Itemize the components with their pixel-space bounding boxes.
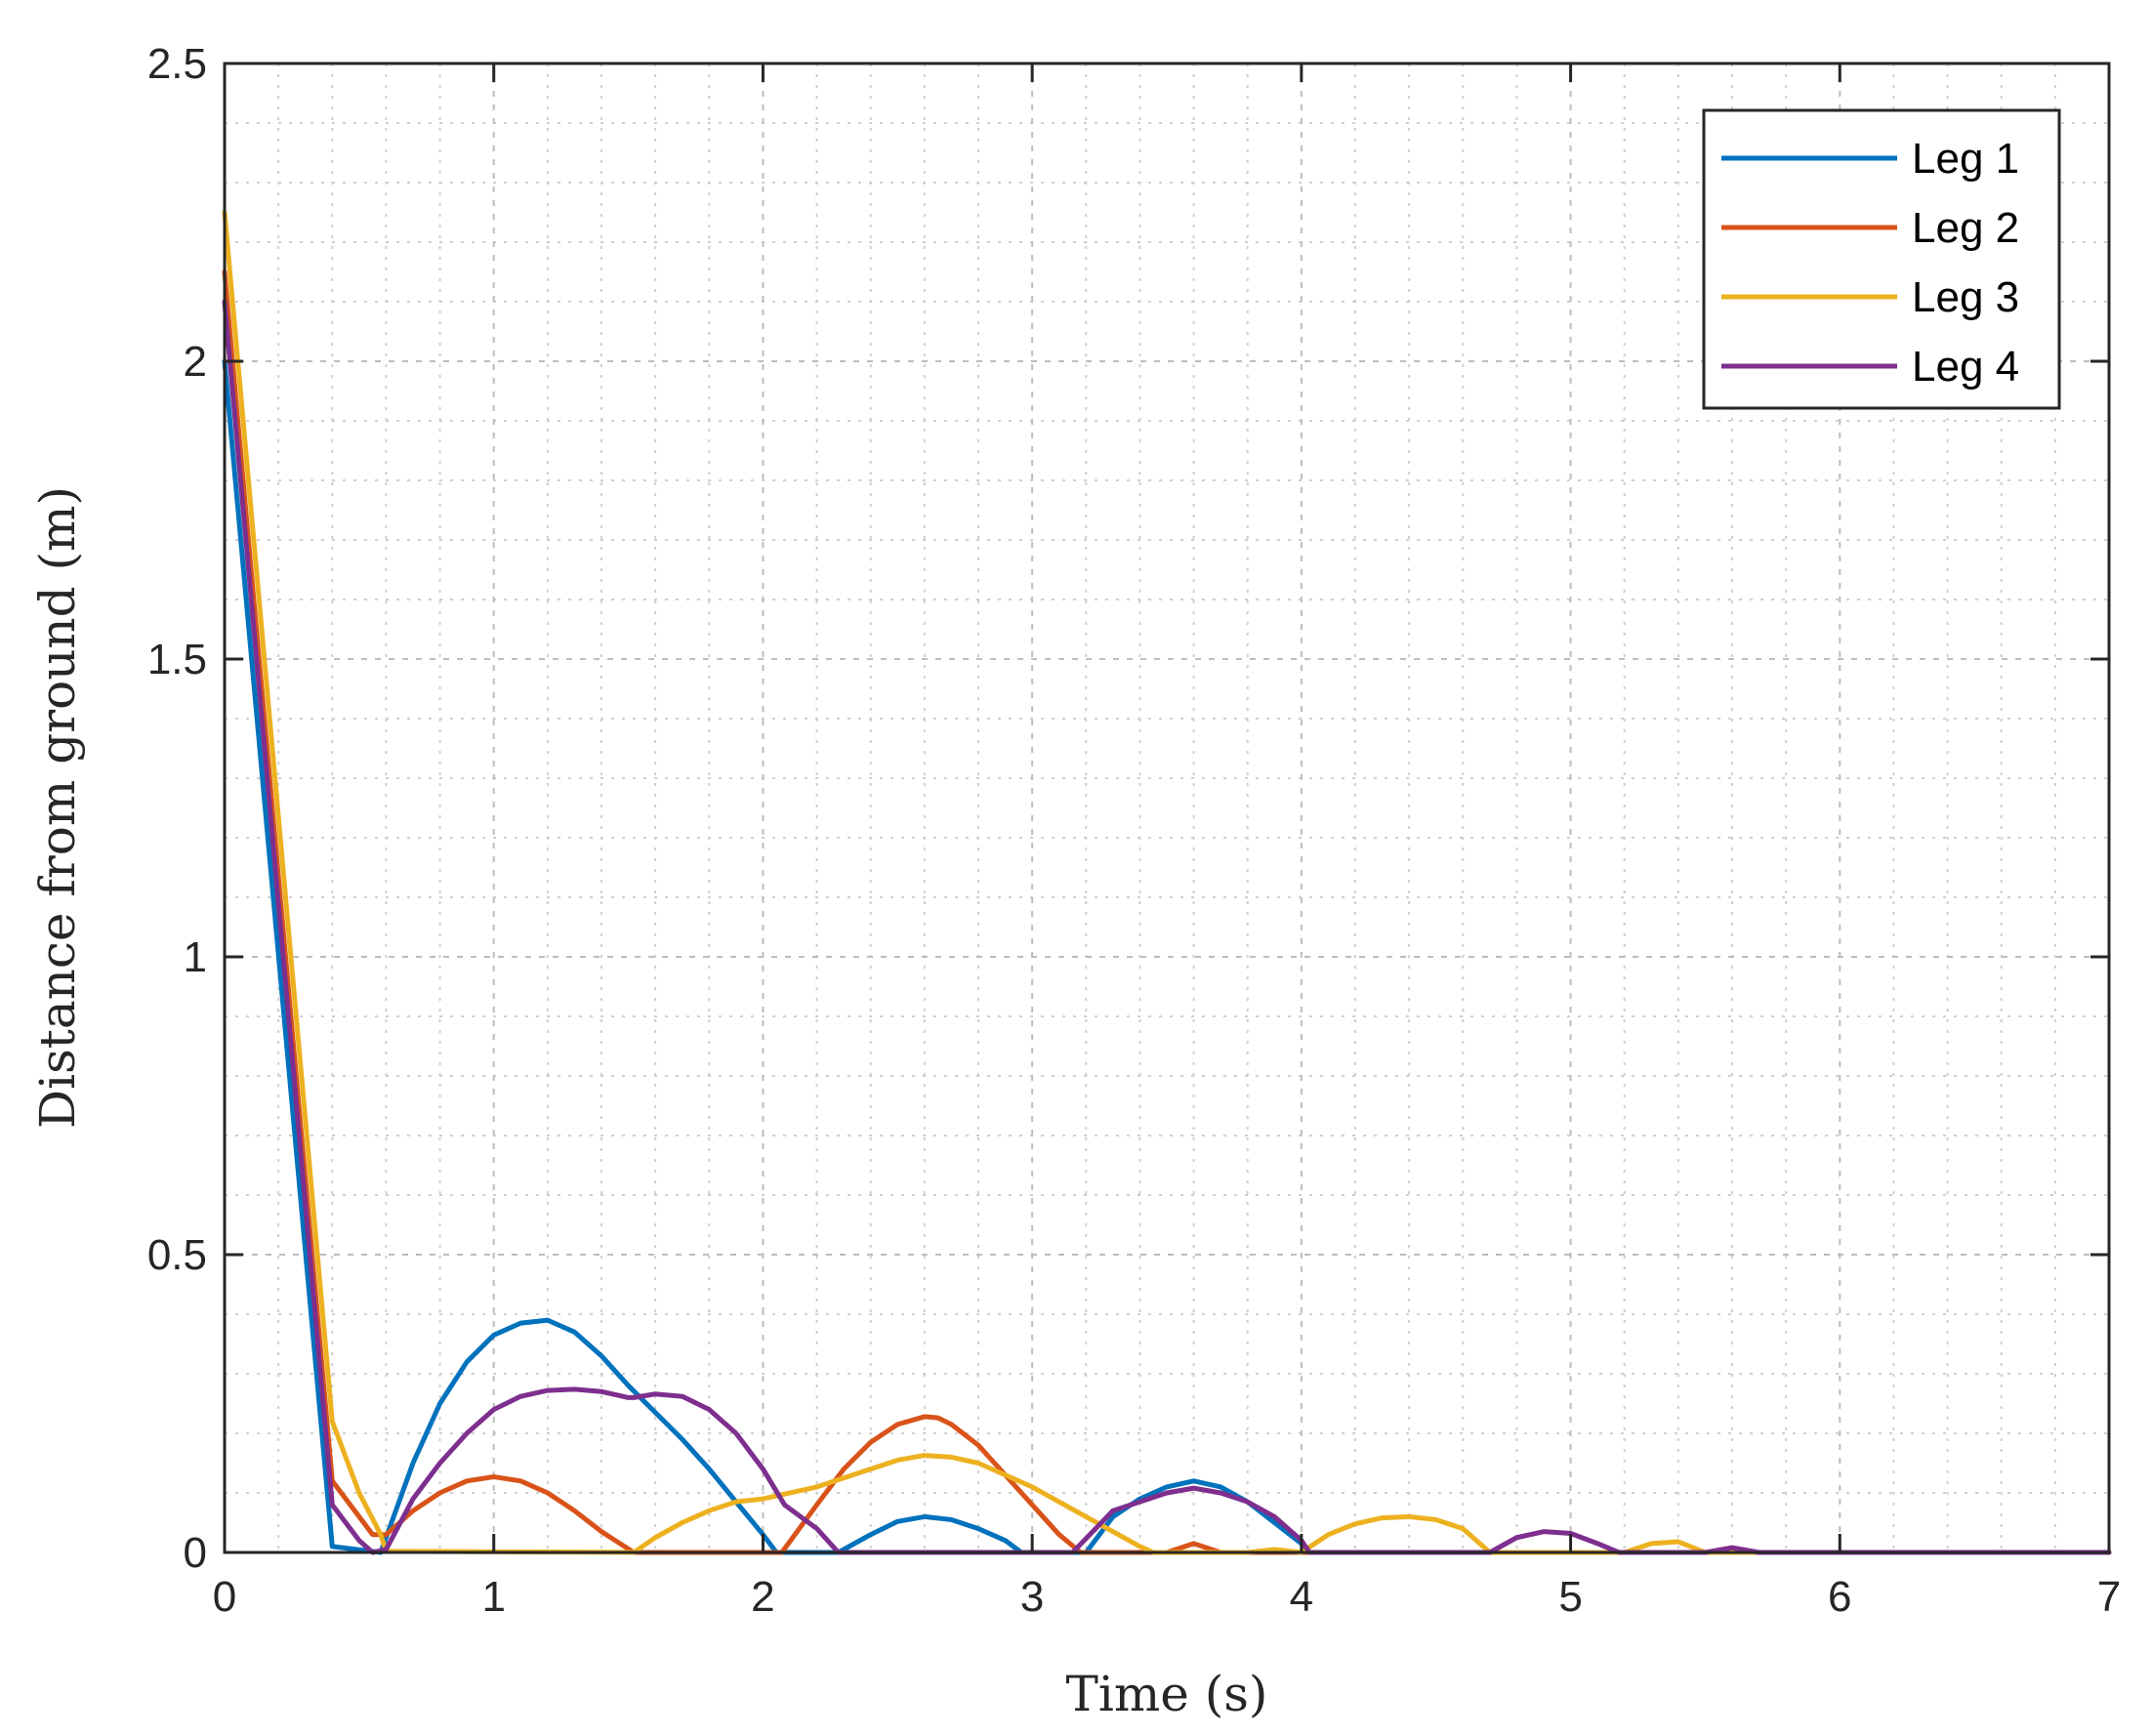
x-tick-label: 3 xyxy=(1020,1573,1044,1621)
x-tick-label: 7 xyxy=(2097,1573,2121,1621)
y-axis-label: Distance from ground (m) xyxy=(29,486,86,1129)
series-line-leg-3 xyxy=(222,210,2112,1555)
y-tick-label: 1.5 xyxy=(147,636,207,683)
x-tick-label: 1 xyxy=(481,1573,505,1621)
legend-label-leg-1: Leg 1 xyxy=(1912,135,2019,183)
y-tick-label: 2 xyxy=(184,338,207,386)
x-tick-label: 2 xyxy=(751,1573,774,1621)
y-tick-label: 0 xyxy=(184,1529,207,1577)
x-tick-label: 0 xyxy=(213,1573,236,1621)
legend-label-leg-4: Leg 4 xyxy=(1912,343,2019,391)
y-tick-labels: 0 0.5 1 1.5 2 2.5 xyxy=(147,40,207,1577)
y-tick-label: 1 xyxy=(184,933,207,981)
axis-ticks xyxy=(223,62,2111,1554)
legend-label-leg-3: Leg 3 xyxy=(1912,273,2019,321)
y-tick-label: 0.5 xyxy=(147,1231,207,1279)
x-tick-label: 6 xyxy=(1828,1573,1851,1621)
x-tick-label: 4 xyxy=(1290,1573,1313,1621)
x-axis-label: Time (s) xyxy=(1066,1666,1268,1722)
legend-label-leg-2: Leg 2 xyxy=(1912,204,2019,252)
y-tick-label: 2.5 xyxy=(147,40,207,88)
x-tick-label: 5 xyxy=(1558,1573,1582,1621)
x-tick-labels: 0 1 2 3 4 5 6 7 xyxy=(213,1573,2121,1621)
legend: Leg 1 Leg 2 Leg 3 Leg 4 xyxy=(1702,108,2061,410)
plot-area-border xyxy=(223,62,2111,1554)
series-line-leg-4 xyxy=(222,299,2112,1555)
series-line-leg-2 xyxy=(222,269,2112,1555)
